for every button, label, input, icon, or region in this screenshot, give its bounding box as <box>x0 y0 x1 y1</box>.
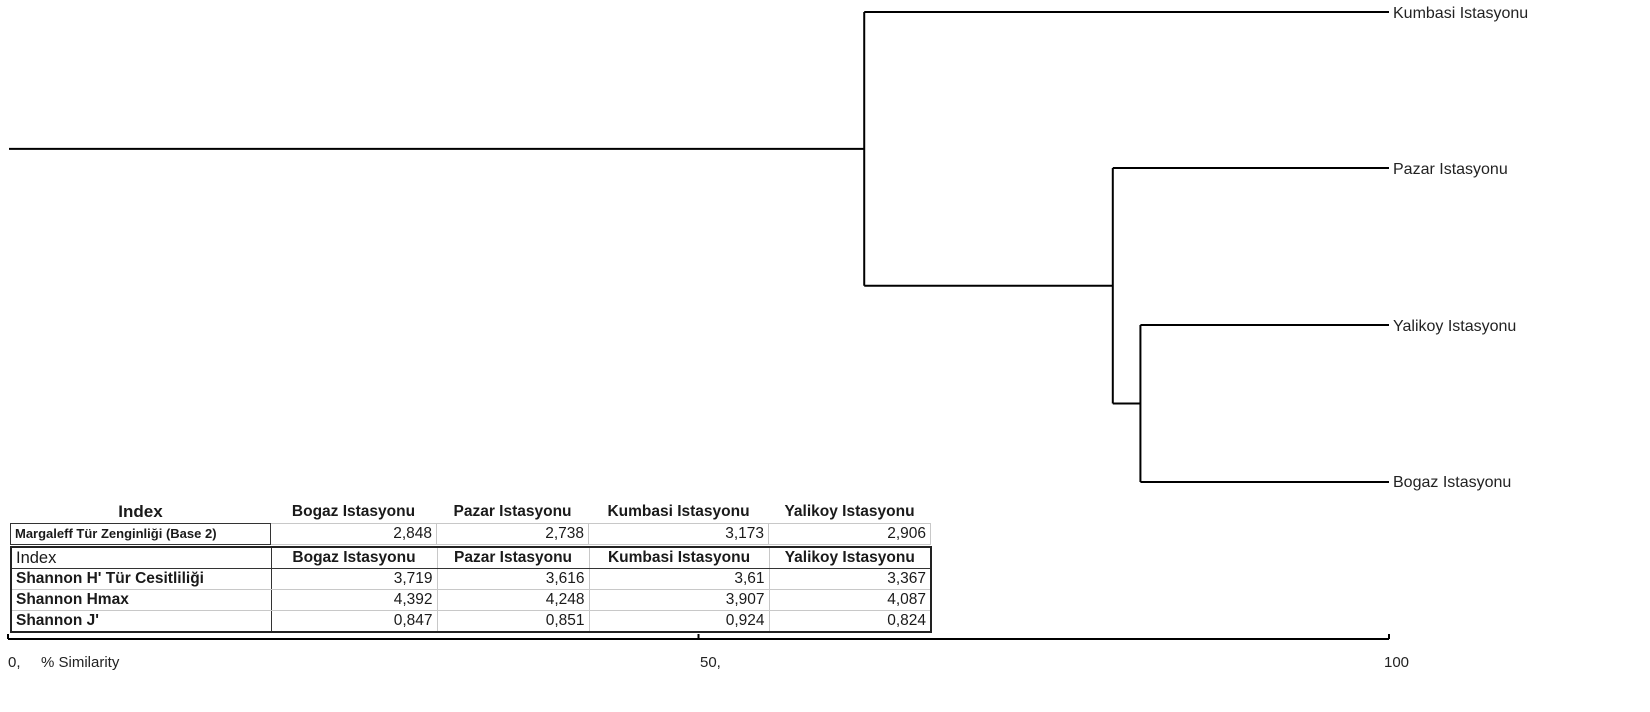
axis-tick-label-50: 50, <box>700 654 721 671</box>
shannon-index-table: Index Bogaz Istasyonu Pazar Istasyonu Ku… <box>10 546 932 633</box>
leaf-label-pazar: Pazar Istasyonu <box>1393 161 1508 178</box>
table-row: Margaleff Tür Zenginliği (Base 2) 2,848 … <box>10 522 931 545</box>
axis-tick-label-100: 100 <box>1384 654 1410 671</box>
table-cell: 2,738 <box>436 522 589 545</box>
table-cell: 3,616 <box>436 568 590 590</box>
row-label: Shannon H' Tür Cesitliliği <box>11 568 272 590</box>
table-cell: 4,248 <box>436 589 590 611</box>
table-cell: 2,848 <box>270 522 437 545</box>
col-header-yalikoy: Yalikoy Istasyonu <box>784 503 915 521</box>
leaf-label-bogaz: Bogaz Istasyonu <box>1393 474 1512 491</box>
table-cell: 3,719 <box>270 568 438 590</box>
row-label: Shannon Hmax <box>11 589 272 611</box>
table-cell: 3,61 <box>588 568 770 590</box>
table-cell: 3,907 <box>588 589 770 611</box>
table-cell: 4,392 <box>270 589 438 611</box>
leaf-label-yalikoy: Yalikoy Istasyonu <box>1393 318 1517 335</box>
row-label: Margaleff Tür Zenginliği (Base 2) <box>10 522 271 545</box>
table-header-row: Index Bogaz Istasyonu Pazar Istasyonu Ku… <box>11 546 932 569</box>
table-cell: 3,173 <box>588 522 769 545</box>
col-header-pazar: Pazar Istasyonu <box>436 547 590 569</box>
col-header-yalikoy: Yalikoy Istasyonu <box>768 547 932 569</box>
table-cell: 0,851 <box>436 610 590 633</box>
col-header-kumbasi: Kumbasi Istasyonu <box>607 503 750 521</box>
table-cell: 0,824 <box>768 610 932 633</box>
leaf-label-kumbasi: Kumbasi Istasyonu <box>1393 5 1529 22</box>
table-cell: 0,924 <box>588 610 770 633</box>
row-label: Shannon J' <box>11 610 272 633</box>
table-cell: 0,847 <box>270 610 438 633</box>
col-header-kumbasi: Kumbasi Istasyonu <box>588 547 770 569</box>
axis-tick-label-0: 0, <box>8 654 21 671</box>
table-cell: 4,087 <box>768 589 932 611</box>
table-row: Shannon H' Tür Cesitliliği 3,719 3,616 3… <box>11 568 932 590</box>
table-cell: 2,906 <box>768 522 931 545</box>
col-header-bogaz: Bogaz Istasyonu <box>270 547 438 569</box>
margalef-index-table: Index Bogaz Istasyonu Pazar Istasyonu Ku… <box>10 502 931 545</box>
col-header-pazar: Pazar Istasyonu <box>453 503 572 521</box>
index-header: Index <box>118 502 163 522</box>
table-cell: 3,367 <box>768 568 932 590</box>
index-header: Index <box>11 546 272 569</box>
axis-title: % Similarity <box>41 654 120 671</box>
table-row: Shannon Hmax 4,392 4,248 3,907 4,087 <box>11 589 932 611</box>
table-row: Shannon J' 0,847 0,851 0,924 0,824 <box>11 610 932 633</box>
col-header-bogaz: Bogaz Istasyonu <box>291 503 416 521</box>
table-header-row: Index Bogaz Istasyonu Pazar Istasyonu Ku… <box>11 502 931 523</box>
